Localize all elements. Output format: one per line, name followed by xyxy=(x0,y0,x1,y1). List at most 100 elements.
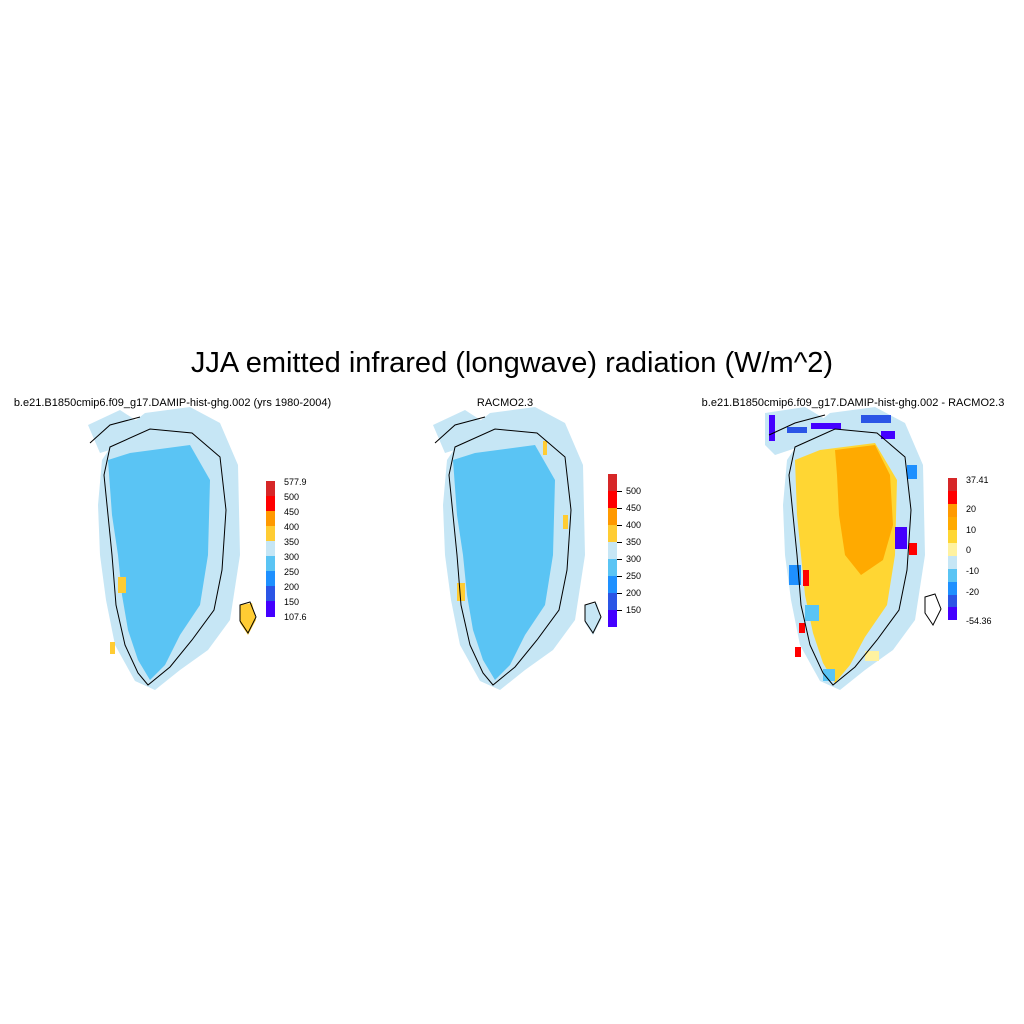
island-coastline xyxy=(239,601,257,634)
legend-label: 200 xyxy=(626,588,642,598)
legend-label: -10 xyxy=(966,566,980,576)
legend-swatch xyxy=(608,559,617,576)
negative-cell xyxy=(823,669,835,681)
legend-label: 150 xyxy=(626,605,642,615)
legend-label: 300 xyxy=(284,552,300,562)
positive-cell xyxy=(803,570,809,586)
legend-tick xyxy=(617,491,622,492)
legend-swatch xyxy=(948,569,957,582)
legend-swatch xyxy=(608,593,617,610)
legend-swatch xyxy=(948,504,957,517)
warm-cell xyxy=(563,515,568,529)
legend-swatch xyxy=(608,508,617,525)
positive-cell xyxy=(909,543,917,555)
legend-swatch xyxy=(266,556,275,571)
positive-cell xyxy=(795,647,801,657)
legend-swatch xyxy=(608,474,617,491)
legend-label: 10 xyxy=(966,525,977,535)
negative-cell xyxy=(811,423,841,429)
legend-label: 250 xyxy=(626,571,642,581)
legend-swatch xyxy=(608,576,617,593)
legend-swatch xyxy=(266,496,275,511)
legend-label: 250 xyxy=(284,567,300,577)
legend-label: 107.6 xyxy=(284,612,307,622)
legend-label: 400 xyxy=(284,522,300,532)
legend-label: 300 xyxy=(626,554,642,564)
legend-label: 400 xyxy=(626,520,642,530)
legend-label: 0 xyxy=(966,545,972,555)
legend-label: 350 xyxy=(284,537,300,547)
negative-cell xyxy=(787,427,807,433)
panel-1-title: b.e21.B1850cmip6.f09_g17.DAMIP-hist-ghg.… xyxy=(13,397,332,409)
panel-2-map xyxy=(433,407,602,690)
legend-label: 450 xyxy=(284,507,300,517)
island-coastline xyxy=(584,601,602,634)
warm-cell xyxy=(118,577,126,593)
legend-label: 450 xyxy=(626,503,642,513)
legend-swatch xyxy=(266,481,275,496)
legend-tick xyxy=(617,508,622,509)
legend-swatch xyxy=(948,556,957,569)
legend-swatch xyxy=(266,571,275,586)
negative-cell xyxy=(881,431,895,439)
coastline xyxy=(89,416,141,444)
legend-label: -20 xyxy=(966,587,980,597)
negative-cell xyxy=(769,415,775,441)
panel-2-title: RACMO2.3 xyxy=(476,397,534,409)
legend-swatch xyxy=(948,530,957,543)
coastline xyxy=(448,428,572,686)
island-coastline xyxy=(924,593,942,626)
legend-tick xyxy=(617,610,622,611)
warm-cell xyxy=(110,642,115,654)
panel-1-map xyxy=(88,407,257,690)
ice-sheet-interior xyxy=(453,445,555,680)
legend-swatch xyxy=(608,525,617,542)
positive-cell xyxy=(799,623,805,633)
legend-swatch xyxy=(266,541,275,556)
legend-swatch xyxy=(266,586,275,601)
panel-3-map xyxy=(765,407,942,690)
positive-cell xyxy=(865,651,879,661)
legend-swatch xyxy=(266,526,275,541)
legend-swatch xyxy=(948,517,957,530)
negative-cell xyxy=(861,415,891,423)
legend-label: 577.9 xyxy=(284,477,307,487)
legend-swatch xyxy=(266,511,275,526)
island-landmass xyxy=(585,603,601,635)
legend-label: 20 xyxy=(966,504,977,514)
negative-cell xyxy=(895,527,907,549)
coastline xyxy=(768,414,826,436)
coastline xyxy=(434,416,486,444)
negative-cell xyxy=(907,465,917,479)
legend-label: 200 xyxy=(284,582,300,592)
legend-tick xyxy=(617,576,622,577)
legend-label: 350 xyxy=(626,537,642,547)
legend-swatch xyxy=(948,607,957,620)
negative-cell xyxy=(805,605,819,621)
legend-tick xyxy=(617,525,622,526)
legend-swatch xyxy=(948,543,957,556)
legend-swatch xyxy=(266,601,275,617)
coastline xyxy=(788,428,912,686)
legend-swatch xyxy=(608,610,617,627)
legend-label: 500 xyxy=(284,492,300,502)
coastline xyxy=(103,428,227,686)
legend-swatch xyxy=(948,478,957,491)
figure-title: JJA emitted infrared (longwave) radiatio… xyxy=(190,347,834,379)
legend-swatch xyxy=(948,595,957,607)
legend-label: 500 xyxy=(626,486,642,496)
island-landmass xyxy=(240,603,256,635)
legend-label: 37.41 xyxy=(966,475,989,485)
warm-cell xyxy=(457,583,465,601)
difference-core xyxy=(835,445,893,575)
ice-sheet-interior xyxy=(108,445,210,680)
legend-tick xyxy=(617,542,622,543)
legend-tick xyxy=(617,559,622,560)
legend-swatch xyxy=(948,491,957,504)
legend-swatch xyxy=(948,582,957,595)
legend-swatch xyxy=(608,542,617,559)
legend-swatch xyxy=(608,491,617,508)
panel-3-title: b.e21.B1850cmip6.f09_g17.DAMIP-hist-ghg.… xyxy=(701,397,1005,409)
warm-cell xyxy=(543,441,547,455)
legend-tick xyxy=(617,593,622,594)
